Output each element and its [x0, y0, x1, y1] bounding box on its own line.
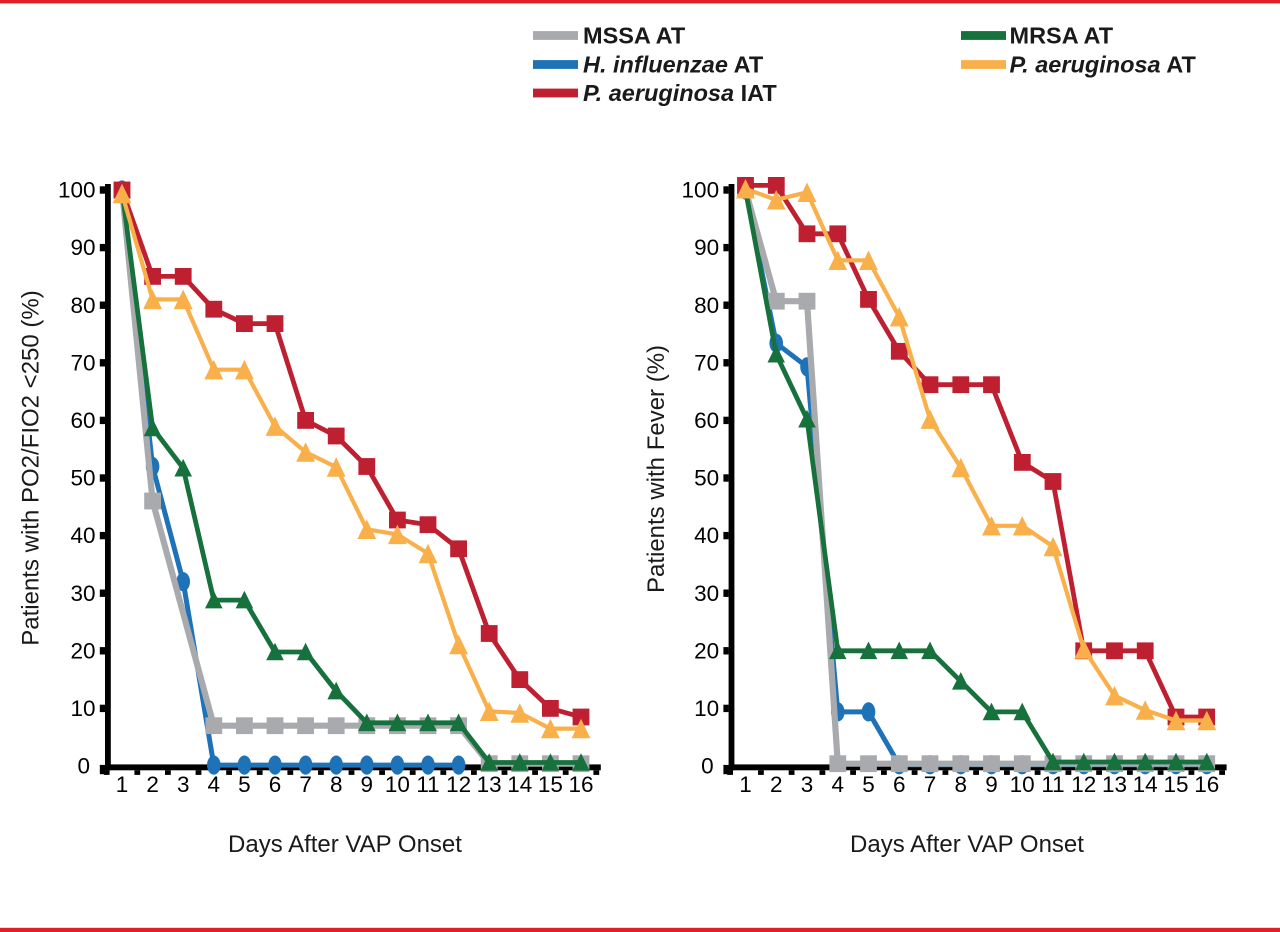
svg-text:12: 12	[1071, 772, 1096, 797]
svg-text:2: 2	[770, 772, 783, 797]
svg-text:5: 5	[238, 772, 251, 797]
svg-text:Days After VAP Onset: Days After VAP Onset	[850, 831, 1084, 858]
svg-text:9: 9	[985, 772, 998, 797]
svg-text:11: 11	[1041, 772, 1064, 797]
svg-text:4: 4	[208, 772, 221, 797]
svg-text:20: 20	[694, 638, 719, 663]
svg-text:Days After VAP Onset: Days After VAP Onset	[228, 831, 462, 858]
svg-text:16: 16	[568, 772, 593, 797]
svg-text:80: 80	[70, 293, 95, 318]
svg-text:13: 13	[1102, 772, 1127, 797]
svg-text:7: 7	[924, 772, 937, 797]
svg-text:1: 1	[739, 772, 752, 797]
svg-text:15: 15	[1163, 772, 1188, 797]
svg-text:5: 5	[862, 772, 875, 797]
svg-text:10: 10	[70, 696, 95, 721]
svg-text:60: 60	[694, 408, 719, 433]
svg-text:90: 90	[70, 235, 95, 260]
svg-text:8: 8	[330, 772, 343, 797]
svg-text:MRSA AT: MRSA AT	[1010, 23, 1114, 49]
svg-text:P. aeruginosa IAT: P. aeruginosa IAT	[583, 80, 777, 106]
svg-text:10: 10	[385, 772, 410, 797]
svg-text:0: 0	[77, 754, 90, 779]
svg-text:8: 8	[955, 772, 968, 797]
svg-text:60: 60	[70, 408, 95, 433]
svg-text:10: 10	[1010, 772, 1035, 797]
svg-text:90: 90	[694, 235, 719, 260]
svg-text:Patients with Fever (%): Patients with Fever (%)	[643, 345, 670, 593]
svg-text:40: 40	[70, 523, 95, 548]
svg-text:7: 7	[299, 772, 312, 797]
svg-text:11: 11	[416, 772, 439, 797]
svg-text:4: 4	[832, 772, 845, 797]
svg-text:70: 70	[694, 350, 719, 375]
svg-text:12: 12	[446, 772, 471, 797]
svg-text:50: 50	[70, 466, 95, 491]
svg-text:30: 30	[70, 581, 95, 606]
svg-text:1: 1	[116, 772, 129, 797]
svg-text:14: 14	[1133, 772, 1158, 797]
svg-text:100: 100	[58, 178, 96, 203]
svg-text:H. influenzae AT: H. influenzae AT	[583, 52, 764, 78]
svg-text:0: 0	[701, 754, 714, 779]
svg-text:MSSA AT: MSSA AT	[583, 23, 686, 49]
svg-text:10: 10	[694, 696, 719, 721]
svg-text:3: 3	[801, 772, 814, 797]
svg-text:P. aeruginosa AT: P. aeruginosa AT	[1010, 52, 1197, 78]
svg-text:100: 100	[682, 178, 720, 203]
svg-text:9: 9	[361, 772, 374, 797]
svg-text:6: 6	[269, 772, 282, 797]
svg-text:14: 14	[507, 772, 532, 797]
svg-text:3: 3	[177, 772, 190, 797]
svg-text:70: 70	[70, 350, 95, 375]
svg-text:40: 40	[694, 523, 719, 548]
svg-text:50: 50	[694, 466, 719, 491]
svg-text:Patients with PO2/FIO2 <250 (%: Patients with PO2/FIO2 <250 (%)	[18, 290, 45, 646]
svg-text:2: 2	[146, 772, 159, 797]
svg-text:30: 30	[694, 581, 719, 606]
svg-text:80: 80	[694, 293, 719, 318]
svg-text:16: 16	[1194, 772, 1219, 797]
svg-text:6: 6	[893, 772, 906, 797]
svg-text:13: 13	[477, 772, 502, 797]
svg-text:15: 15	[538, 772, 563, 797]
svg-text:20: 20	[70, 638, 95, 663]
